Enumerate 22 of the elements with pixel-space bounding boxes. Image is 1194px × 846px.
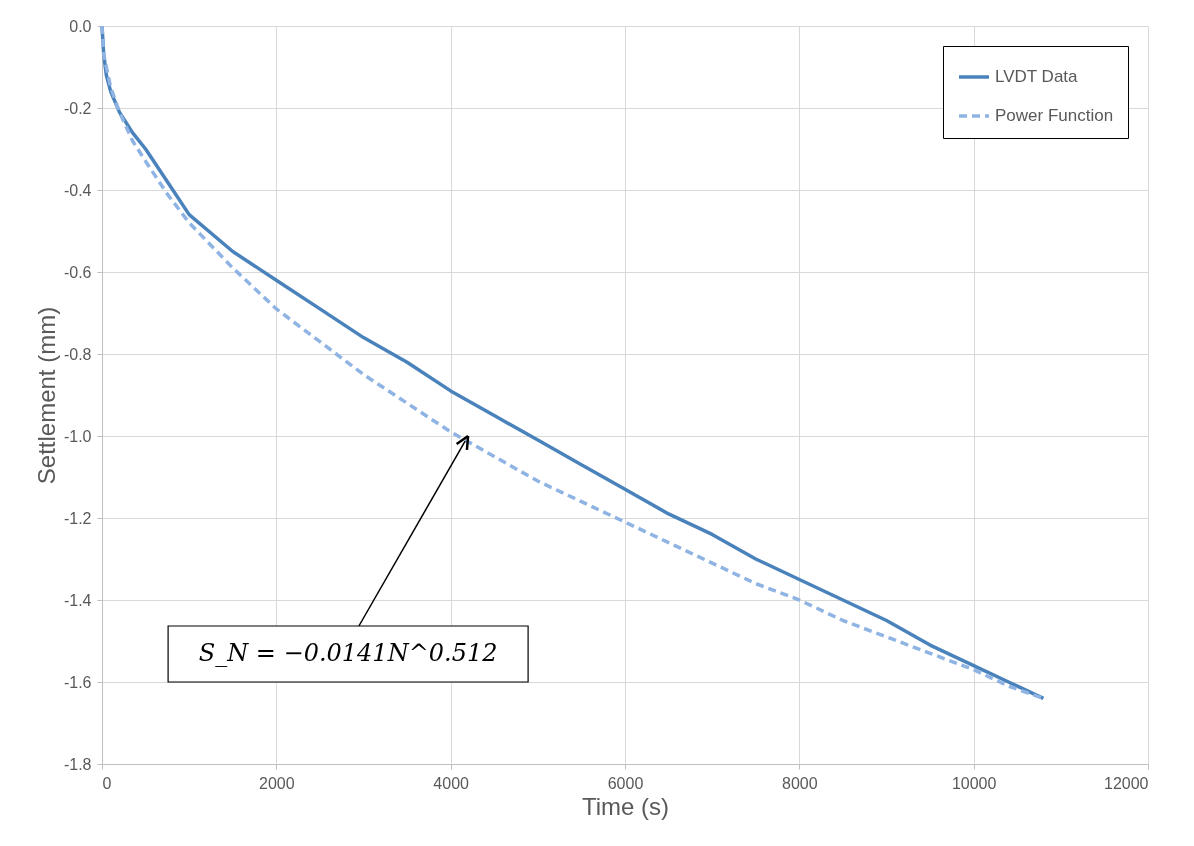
y-tick-label: -1.6	[63, 673, 92, 691]
x-tick-label: 8000	[782, 774, 818, 792]
y-tick-label: -1.4	[63, 591, 92, 609]
y-tick-label: -0.6	[63, 263, 92, 281]
y-axis-title: Settlement (mm)	[32, 306, 60, 485]
y-tick-label: 0.0	[69, 17, 92, 35]
x-tick-label: 2000	[259, 774, 295, 792]
y-tick-label: -0.4	[63, 181, 92, 199]
x-axis-title: Time (s)	[581, 792, 670, 820]
legend-label: LVDT Data	[995, 67, 1079, 86]
x-tick-label: 6000	[607, 774, 644, 792]
x-tick-label: 4000	[433, 774, 470, 792]
y-tick-label: -1.0	[63, 427, 92, 445]
y-tick-label: -1.8	[63, 755, 92, 773]
x-tick-label: 10000	[951, 774, 997, 792]
x-tick-label: 12000	[1104, 774, 1149, 792]
legend-label: Power Function	[995, 106, 1114, 125]
y-tick-label: -0.8	[63, 345, 92, 363]
y-tick-label: -0.2	[63, 99, 92, 117]
annotation: S_N = −0.0141N^0.512	[198, 639, 498, 667]
x-tick-label: 0	[102, 774, 112, 792]
y-tick-label: -1.2	[63, 509, 92, 527]
